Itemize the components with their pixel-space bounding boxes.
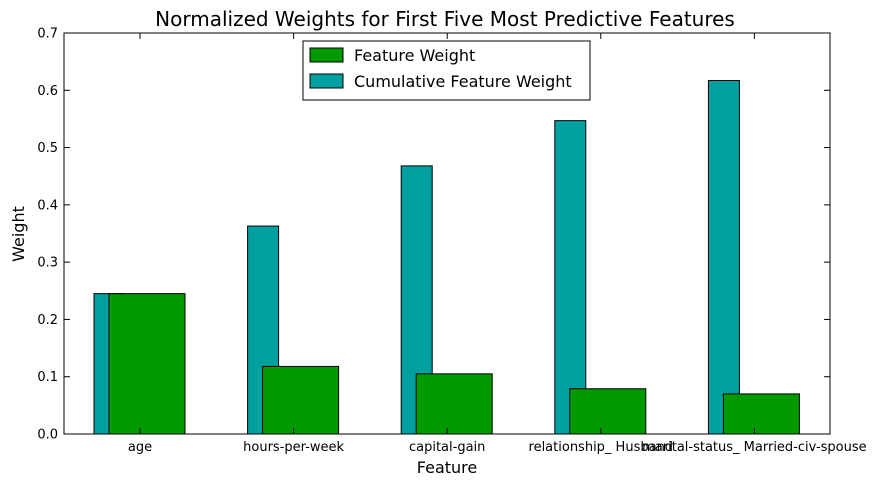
y-axis-title: Weight — [9, 206, 28, 262]
plot-frame — [63, 32, 831, 435]
bar-cumulative-4 — [707, 80, 740, 435]
y-tick-label-5: 0.5 — [37, 141, 58, 156]
y-tick-label-0: 0.0 — [37, 428, 58, 443]
legend-swatch-cumulative-weight — [309, 73, 344, 89]
ticks-group: age hours-per-week capital-gain relationshi… — [37, 27, 866, 456]
legend-swatch-feature-weight — [309, 47, 344, 63]
legend-label-feature-weight: Feature Weight — [354, 46, 475, 65]
x-tick-label-3: relationship_ Husband — [529, 440, 674, 455]
x-tick-label-0: age — [128, 440, 152, 455]
x-axis-title: Feature — [417, 458, 477, 477]
y-tick-label-6: 0.6 — [37, 84, 58, 99]
y-tick-label-3: 0.3 — [37, 256, 58, 271]
bar-feature-1 — [262, 365, 340, 435]
legend: Feature Weight Cumulative Feature Weight — [302, 40, 591, 101]
y-tick-label-1: 0.1 — [37, 370, 58, 385]
x-tick-label-2: capital-gain — [409, 440, 485, 455]
legend-box — [302, 40, 591, 101]
bar-feature-2 — [415, 373, 493, 435]
y-tick-label-4: 0.4 — [37, 198, 58, 213]
bar-cumulative-3 — [554, 120, 587, 435]
legend-label-cumulative-weight: Cumulative Feature Weight — [354, 72, 572, 91]
chart-title: Normalized Weights for First Five Most P… — [155, 7, 735, 31]
x-tick-label-4: marital-status_ Married-civ-spouse — [642, 440, 867, 455]
bar-feature-0 — [108, 293, 186, 435]
bar-feature-4 — [722, 393, 800, 435]
bar-feature-3 — [569, 388, 647, 435]
bars-group — [93, 80, 800, 435]
x-tick-label-1: hours-per-week — [243, 440, 344, 455]
y-tick-label-7: 0.7 — [37, 27, 58, 42]
y-tick-label-2: 0.2 — [37, 313, 58, 328]
